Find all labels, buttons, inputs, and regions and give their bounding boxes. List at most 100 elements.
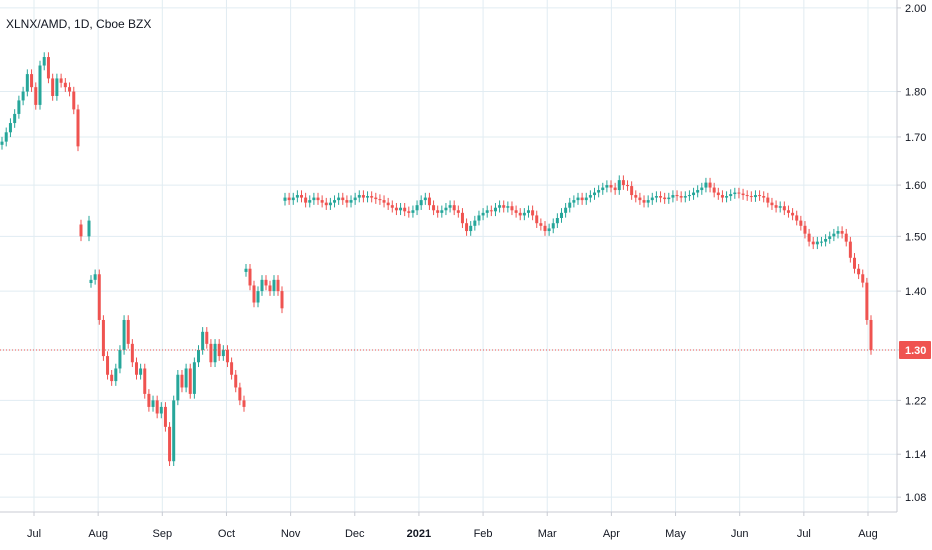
x-tick-label: 2021 <box>407 528 431 540</box>
candle-body <box>394 207 398 211</box>
candle-body <box>597 190 601 193</box>
candle-body <box>601 187 605 191</box>
x-tick-label: May <box>665 528 686 540</box>
candle-body <box>522 212 526 216</box>
x-tick-label: Aug <box>858 528 878 540</box>
candle-body <box>452 205 456 211</box>
candle-body <box>626 185 630 187</box>
y-tick-label: 2.00 <box>905 3 926 15</box>
candle-body <box>230 362 234 375</box>
candle-body <box>382 200 386 203</box>
candle-body <box>341 197 345 201</box>
candle-body <box>30 74 34 88</box>
candle-body <box>609 185 613 188</box>
x-tick-label: Nov <box>281 528 301 540</box>
candle-body <box>260 279 264 292</box>
candle-body <box>848 241 852 258</box>
candle-body <box>155 400 159 414</box>
candle-body <box>436 210 440 213</box>
candle-body <box>238 387 242 401</box>
candle-body <box>101 319 105 357</box>
candle-body <box>526 210 530 213</box>
candle-body <box>399 207 403 211</box>
candle-body <box>588 195 592 198</box>
candle-body <box>803 225 807 234</box>
candle-body <box>34 87 38 105</box>
candle-body <box>551 223 555 229</box>
x-tick-label: Mar <box>538 528 557 540</box>
candle-body <box>465 223 469 232</box>
candle-body <box>415 205 419 211</box>
candle-body <box>857 268 861 275</box>
candle-body <box>4 132 8 142</box>
candle-body <box>535 215 539 224</box>
axes <box>0 0 898 513</box>
plot-area <box>0 52 897 467</box>
candle-body <box>209 343 213 363</box>
candle-body <box>374 197 378 200</box>
price-axis[interactable]: 2.00 1.80 1.70 1.60 1.50 1.40 1.22 1.14 1.08 1.30 <box>897 3 931 504</box>
y-tick-label: 1.08 <box>905 492 926 504</box>
candle-segment-aug-oct-2020 <box>89 269 246 467</box>
candle-body <box>502 205 506 208</box>
candle-body <box>654 196 658 198</box>
candle-segment-nov-2020-aug-2021 <box>283 175 873 355</box>
candle-body <box>828 236 832 239</box>
candle-body <box>733 192 737 195</box>
candle-body <box>205 331 209 344</box>
candle-body <box>126 319 130 344</box>
candle-body <box>547 228 551 232</box>
candle-body <box>304 197 308 203</box>
candle-body <box>832 233 836 237</box>
candle-body <box>427 197 431 206</box>
candle-body <box>333 200 337 203</box>
candle-body <box>8 123 12 133</box>
candle-body <box>770 202 774 206</box>
candle-body <box>493 207 497 212</box>
candle-body <box>324 202 328 206</box>
candle-body <box>21 91 25 101</box>
candle-body <box>696 190 700 193</box>
candle-body <box>786 210 790 213</box>
candle-body <box>646 200 650 203</box>
candle-body <box>580 197 584 201</box>
candle-body <box>390 205 394 208</box>
candle-body <box>799 220 803 226</box>
candle-body <box>700 187 704 191</box>
candle-body <box>778 206 782 208</box>
candle-body <box>106 356 110 375</box>
candle-body <box>716 192 720 196</box>
candle-body <box>423 197 427 201</box>
y-tick-label: 1.80 <box>905 87 926 99</box>
candle-body <box>481 212 485 216</box>
candle-body <box>840 231 844 234</box>
candle-body <box>659 196 663 198</box>
candle-body <box>134 362 138 375</box>
candle-body <box>139 368 143 375</box>
candle-body <box>460 212 464 224</box>
candle-body <box>276 279 280 292</box>
candle-body <box>291 197 295 201</box>
candle-body <box>539 223 543 226</box>
candle-body <box>844 233 848 242</box>
candle-body <box>366 196 370 198</box>
candle-body <box>184 368 188 388</box>
candle-body <box>114 368 118 382</box>
candle-body <box>679 196 683 198</box>
candle-body <box>201 331 205 350</box>
candle-body <box>403 207 407 212</box>
candle-body <box>63 82 67 88</box>
grid <box>0 0 897 512</box>
candle-body <box>407 211 411 213</box>
candle-body <box>687 195 691 197</box>
candle-segment-aug-2020-drop <box>79 215 91 242</box>
candle-body <box>244 268 248 272</box>
time-axis[interactable]: Jul Aug Sep Oct Nov Dec 2021 Feb Mar Apr May Jun Jul… <box>27 512 878 540</box>
candle-body <box>213 343 217 363</box>
candle-body <box>506 206 510 208</box>
candle-body <box>432 205 436 211</box>
candle-body <box>621 180 625 186</box>
candle-body <box>774 205 778 208</box>
candle-body <box>477 215 481 221</box>
